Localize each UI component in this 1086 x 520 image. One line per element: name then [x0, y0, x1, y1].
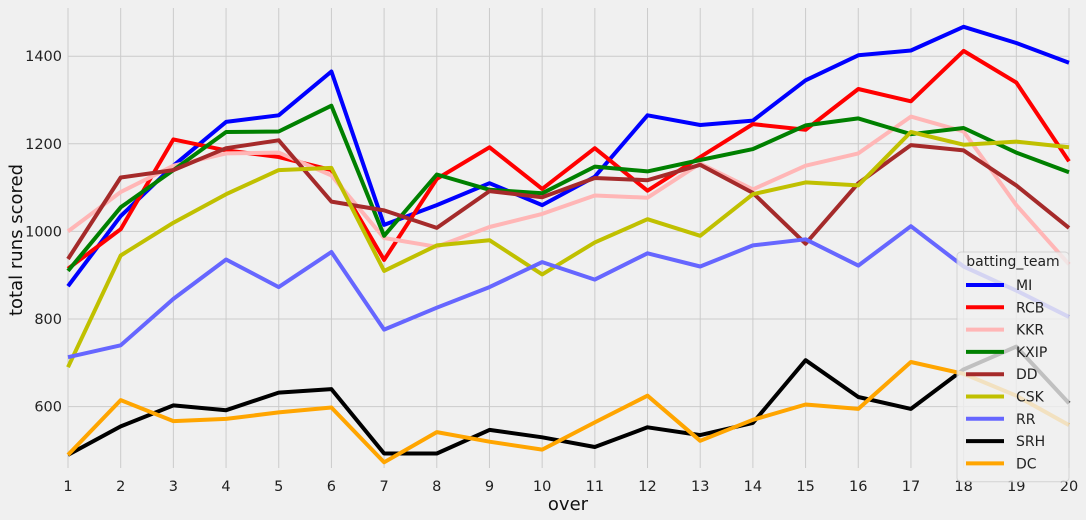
y-tick-labels: 600 800 1000 1200 1400	[25, 49, 62, 415]
series-line-dd	[66, 138, 1071, 261]
x-tick-label: 7	[379, 479, 388, 495]
x-tick-label: 15	[796, 479, 814, 495]
x-tick-label: 5	[274, 479, 283, 495]
x-tick-label: 11	[586, 479, 604, 495]
series-line-mi	[66, 24, 1070, 288]
series-line-kkr	[66, 114, 1071, 266]
y-axis-label: total runs scored	[6, 164, 27, 316]
x-tick-label: 17	[902, 479, 920, 495]
y-tick-label: 1200	[25, 137, 62, 153]
legend-label-mi: MI	[1016, 278, 1032, 294]
x-tick-label: 12	[638, 479, 656, 495]
legend-label-rcb: RCB	[1016, 300, 1044, 316]
x-tick-label: 3	[169, 479, 178, 495]
x-tick-label: 6	[327, 479, 336, 495]
x-tick-label: 18	[954, 479, 972, 495]
x-tick-label: 9	[485, 479, 494, 495]
legend-label-kxip: KXIP	[1016, 345, 1047, 361]
x-tick-labels: 1 2 3 4 5 6 7 8 9 10 11 12 13 14 15 16 17 18 19 20	[63, 479, 1078, 495]
x-tick-label: 20	[1060, 479, 1078, 495]
x-tick-label: 4	[221, 479, 230, 495]
series-lines	[66, 24, 1071, 465]
y-tick-label: 600	[34, 400, 62, 416]
legend-label-srh: SRH	[1016, 434, 1045, 450]
x-tick-label: 13	[691, 479, 709, 495]
series-line-rr	[67, 224, 1070, 360]
series-line-srh	[67, 344, 1071, 457]
legend: batting_team MI RCB KKR KXIP DD CSK RR SRH DC	[956, 251, 1070, 483]
x-tick-label: 19	[1007, 479, 1025, 495]
y-tick-label: 1400	[25, 49, 62, 65]
x-tick-label: 2	[116, 479, 125, 495]
legend-label-rr: RR	[1016, 412, 1036, 428]
x-tick-label: 8	[432, 479, 441, 495]
x-tick-label: 14	[744, 479, 762, 495]
series-line-dc	[66, 360, 1070, 465]
legend-label-kkr: KKR	[1016, 323, 1044, 339]
x-axis-label: over	[548, 494, 589, 515]
plot-background	[68, 8, 1069, 468]
legend-box	[956, 251, 1070, 483]
legend-label-dd: DD	[1016, 367, 1038, 383]
series-line-kxip	[66, 103, 1070, 273]
series-line-csk	[66, 130, 1070, 369]
x-tick-label: 16	[849, 479, 867, 495]
legend-label-csk: CSK	[1016, 390, 1045, 406]
x-tick-label: 1	[63, 479, 72, 495]
legend-label-dc: DC	[1016, 456, 1037, 472]
y-tick-label: 1000	[25, 224, 62, 240]
x-tick-label: 10	[533, 479, 551, 495]
y-tick-label: 800	[34, 312, 62, 328]
legend-title: batting_team	[966, 254, 1059, 270]
